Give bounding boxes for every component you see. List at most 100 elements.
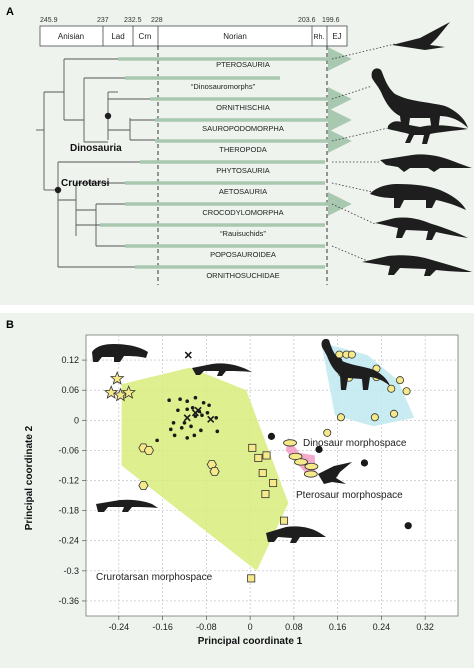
tick-value: 245.9 [40, 17, 58, 24]
y-tick-label: -0.24 [58, 536, 79, 546]
taxon-label: PTEROSAURIA [216, 60, 270, 69]
rauisuchid-silhouette [362, 255, 472, 276]
data-point-dot [200, 413, 204, 418]
data-point-dot [178, 397, 182, 402]
taxon-label: ORNITHOSUCHIDAE [206, 271, 279, 280]
sauropodomorph-silhouette [321, 338, 390, 390]
taxon-label: CROCODYLOMORPHA [202, 208, 283, 217]
pterosaur-silhouette [392, 22, 450, 50]
x-tick-label: -0.16 [152, 622, 173, 632]
connector-line [331, 85, 373, 100]
tick-value: 228 [151, 17, 163, 24]
data-point-square [261, 490, 270, 499]
panel-a-label: A [6, 6, 14, 18]
y-tick-label: -0.36 [58, 596, 79, 606]
theropod-silhouette [388, 121, 468, 144]
tick-value: 237 [97, 17, 109, 24]
data-point-circle [336, 413, 345, 422]
data-point-dot [171, 421, 176, 425]
data-point-star [109, 371, 125, 385]
data-point-hexagon [143, 445, 154, 455]
data-point-ellipse [304, 462, 319, 471]
data-point-dot [182, 421, 187, 425]
data-point-cross [191, 409, 199, 417]
stage-label: Anisian [58, 32, 84, 41]
data-point-circle [396, 376, 405, 385]
data-point-solid-circle [267, 432, 276, 440]
stage-label: Norian [223, 32, 247, 41]
panel-b: B -0.24 -0.16 -0.08 0 0.08 0.16 0.24 0.32 0.12 0.… [0, 313, 474, 668]
stage-label: EJ [332, 32, 341, 41]
crocodylomorph-silhouette [375, 217, 468, 240]
data-point-cross [184, 351, 192, 359]
data-point-dot [192, 433, 197, 438]
data-point-dot [215, 429, 220, 434]
data-point-circle [370, 413, 379, 422]
region-crurotarsan [121, 367, 289, 571]
crocodylomorph-silhouette [192, 363, 252, 376]
phytosaur-silhouette [266, 526, 326, 543]
tick-value: 199.6 [322, 17, 340, 24]
aetosaur-silhouette [92, 344, 148, 362]
data-point-dot [199, 428, 203, 433]
data-point-square [269, 479, 278, 488]
data-point-dot [193, 395, 198, 400]
node-dinosauria [104, 112, 112, 120]
y-tick-label: -0.18 [58, 506, 79, 516]
data-point-dot [201, 400, 206, 405]
y-tick-label: 0 [74, 415, 79, 425]
data-point-square [248, 443, 257, 452]
data-point-dot [193, 414, 198, 419]
x-axis-title: Principal coordinate 1 [198, 636, 303, 647]
data-point-square [254, 453, 263, 462]
data-point-cross [183, 414, 191, 422]
time-scale: 245.9 237 232.5 228 203.6 199.6 Anisian … [39, 17, 348, 47]
connector-line [331, 43, 396, 60]
taxon-label: ORNITHISCHIA [216, 103, 270, 112]
data-point-star [121, 385, 136, 399]
data-point-dot [185, 399, 190, 404]
range-bars [100, 47, 352, 269]
y-tick-label: 0.12 [61, 355, 79, 365]
data-point-dot [155, 438, 159, 443]
tick-value: 232.5 [124, 17, 142, 24]
data-point-ellipse [294, 458, 308, 466]
data-point-star [103, 385, 119, 399]
data-point-circle [347, 350, 356, 359]
panel-a-background [0, 0, 474, 305]
data-point-ellipse [283, 439, 297, 447]
data-point-circle [323, 428, 332, 437]
taxon-label: POPOSAUROIDEA [210, 250, 276, 259]
connector-line [331, 127, 389, 142]
data-point-cross [207, 415, 215, 423]
time-scale-box [39, 25, 348, 47]
stage-label: Crn [139, 32, 152, 41]
silhouettes [362, 22, 472, 276]
y-tick-label: -0.06 [58, 445, 79, 455]
data-point-dot [214, 415, 218, 420]
taxon-label: “Rauisuchids” [220, 229, 266, 238]
y-axis-title: Principal coordinate 2 [24, 425, 35, 530]
region-label-crurotarsan: Crurotarsan morphospace [96, 572, 213, 583]
x-tick-label: 0.32 [416, 622, 434, 632]
taxon-label: PHYTOSAURIA [216, 166, 270, 175]
taxon-label: AETOSAURIA [219, 187, 267, 196]
x-tick-label: -0.08 [196, 622, 217, 632]
region-label-pterosaur: Pterosaur morphospace [296, 490, 403, 501]
data-point-hexagon [209, 467, 220, 476]
data-point-dot [185, 407, 190, 412]
tick-value: 203.6 [298, 17, 316, 24]
axis-ticks: -0.24 -0.16 -0.08 0 0.08 0.16 0.24 0.32 0.12 0.06… [58, 355, 433, 632]
plot-silhouettes [92, 338, 390, 543]
taxon-label: “Dinosauromorphs” [191, 82, 256, 91]
taxon-label: THEROPODA [219, 145, 267, 154]
data-point-dot [176, 408, 180, 413]
y-tick-label: -0.3 [63, 566, 79, 576]
data-point-ellipse [303, 470, 318, 478]
x-tick-label: 0.24 [373, 622, 391, 632]
y-tick-label: 0.06 [61, 385, 79, 395]
x-tick-label: -0.24 [109, 622, 130, 632]
stage-label: Lad [111, 32, 124, 41]
data-point-dot [185, 436, 190, 440]
